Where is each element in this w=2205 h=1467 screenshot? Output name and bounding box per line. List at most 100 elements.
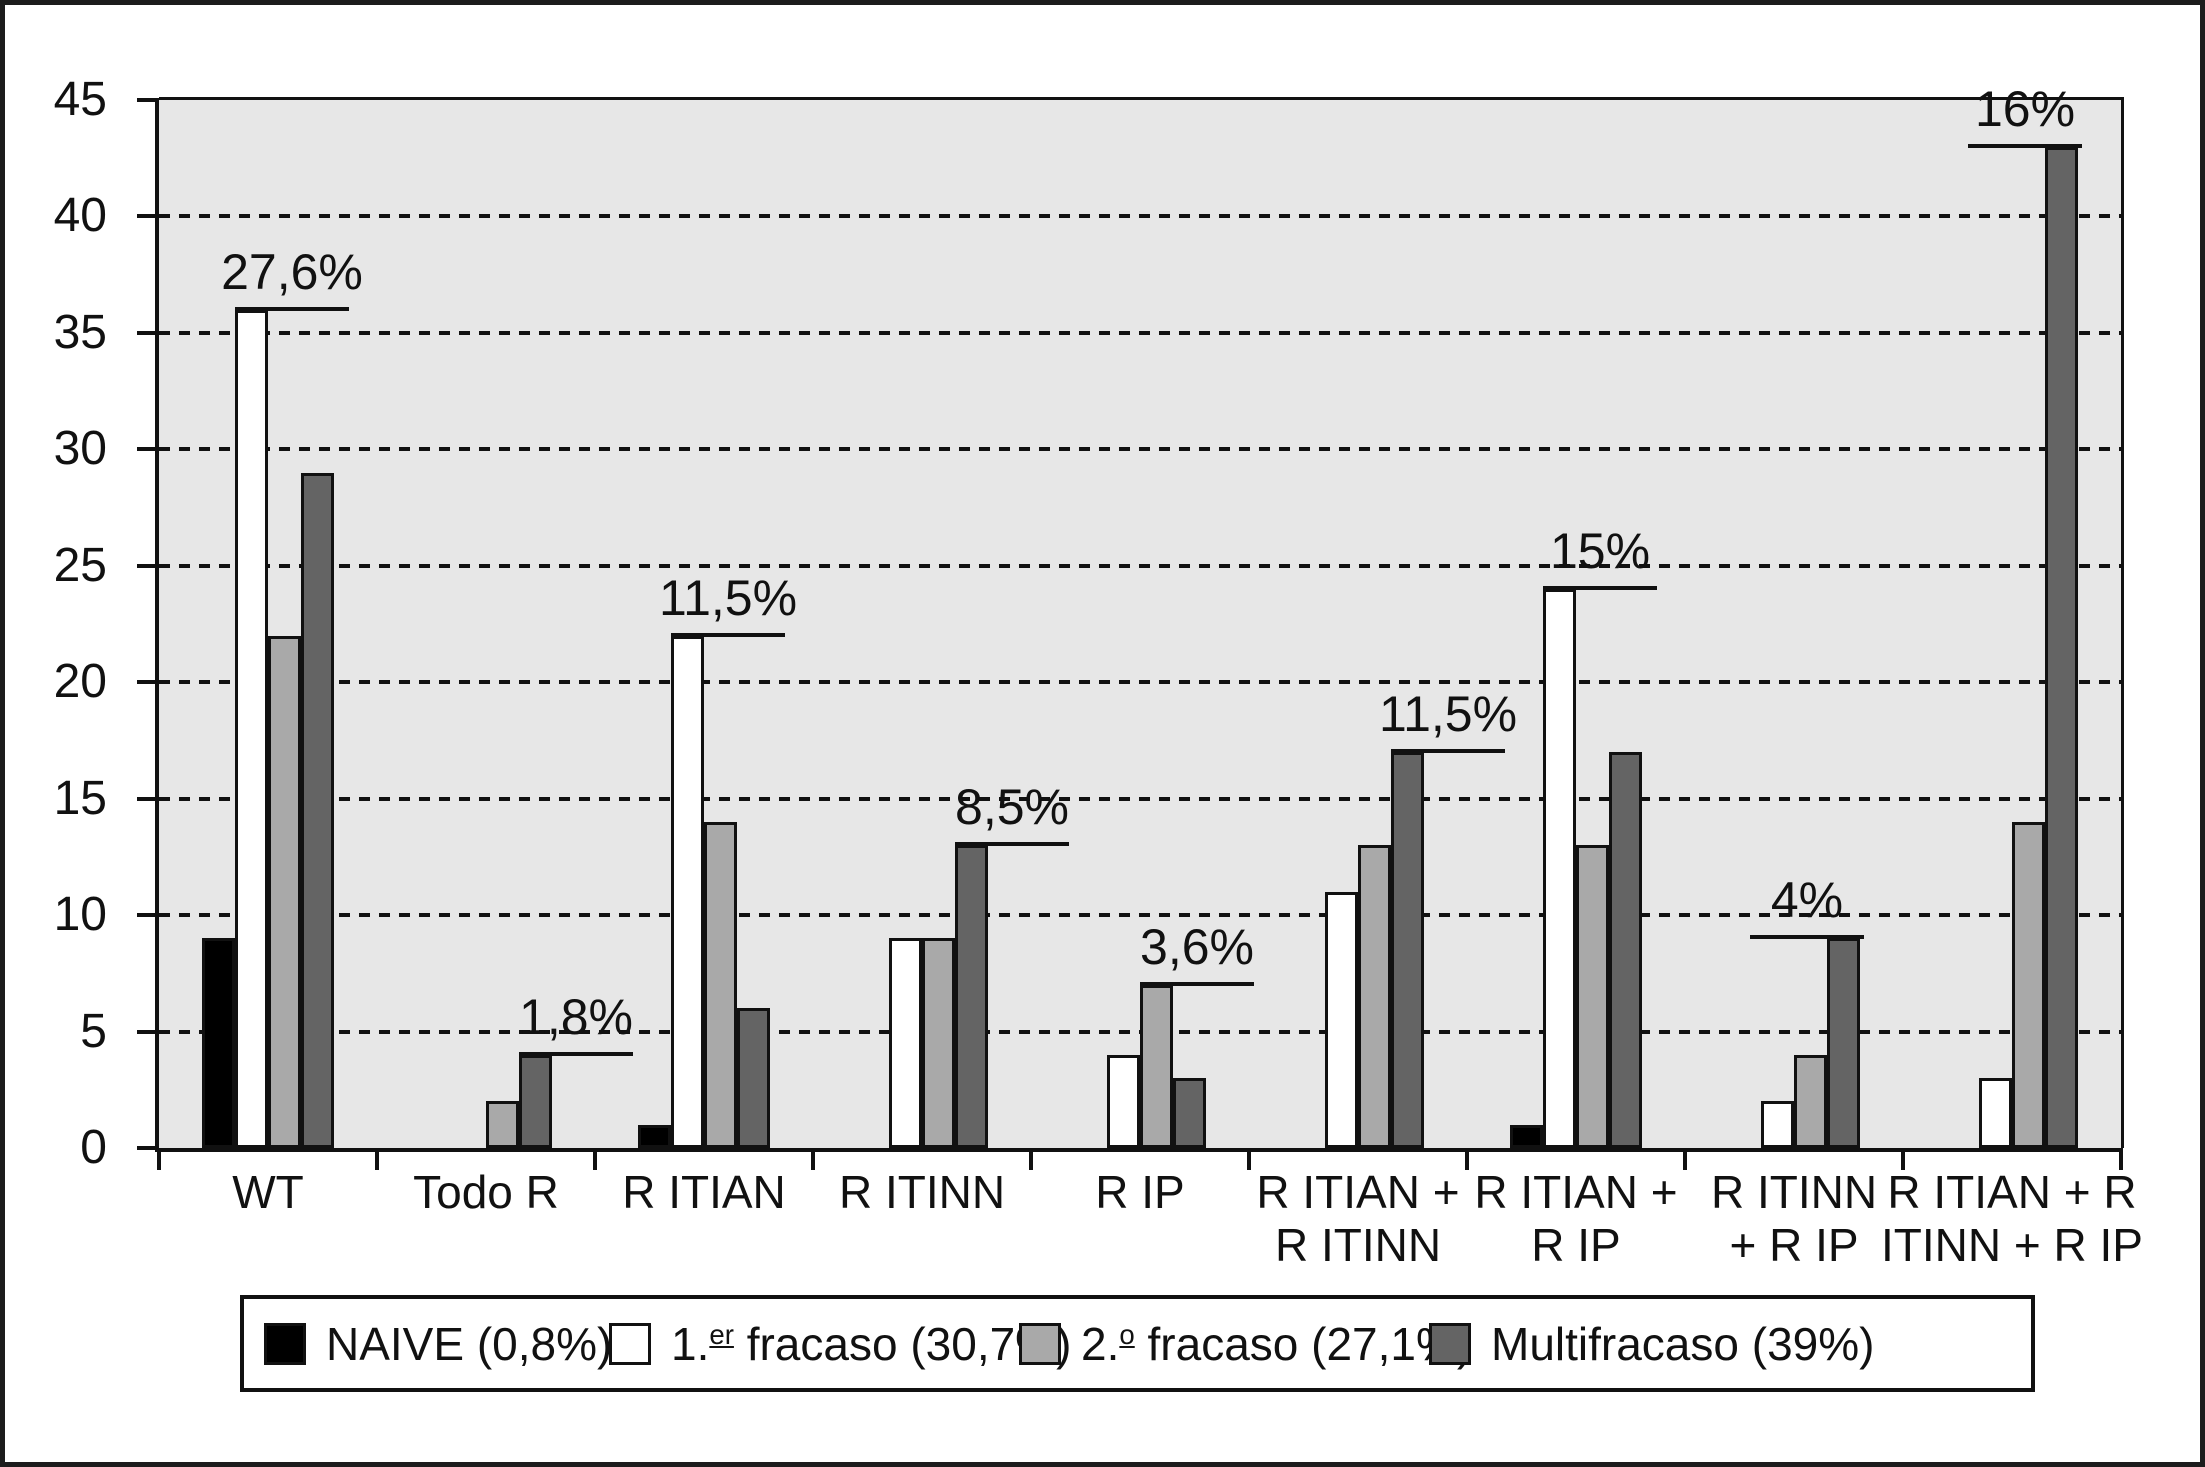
annotation-label: 11,5% (658, 569, 798, 626)
x-category-label: Todo R (326, 1166, 646, 1219)
legend-swatch-icon (1019, 1322, 1061, 1365)
bar-naive-0-8--2 (638, 1124, 671, 1148)
bar-1-er-fracaso-30-7--7 (1761, 1101, 1794, 1148)
bar-2-o-fracaso-27-1--4 (1140, 984, 1173, 1148)
ordinal-superscript: o (1119, 1319, 1135, 1351)
annotation-line (955, 842, 1069, 847)
bar-2-o-fracaso-27-1--2 (704, 821, 737, 1148)
annotation-line (1140, 981, 1254, 986)
annotation-label: 11,5% (1378, 686, 1518, 743)
x-category-line: R ITIAN (622, 1166, 786, 1218)
bar-multifracaso-39--6 (1609, 752, 1642, 1148)
x-category-line: + R IP (1729, 1219, 1859, 1271)
y-tick-label: 5 (80, 1004, 107, 1058)
x-category-label: R ITINN + R IP (1634, 1166, 1954, 1272)
y-tick (137, 563, 159, 568)
x-category-label: R ITIAN (544, 1166, 864, 1219)
x-category-line: R ITINN (1710, 1166, 1878, 1218)
annotation-line (1391, 749, 1505, 754)
y-tick (137, 214, 159, 219)
legend-item: 2.o fracaso (27,1%) (1019, 1299, 1472, 1388)
bar-multifracaso-39--3 (955, 845, 988, 1148)
bar-2-o-fracaso-27-1--1 (486, 1101, 519, 1148)
legend-swatch-icon (264, 1322, 306, 1365)
legend-item: NAIVE (0,8%) (264, 1299, 612, 1388)
x-tick (1247, 1148, 1251, 1170)
x-category-line: R IP (1095, 1166, 1185, 1218)
y-tick-label: 35 (53, 305, 107, 359)
x-category-line: R ITIAN + R (1887, 1166, 2137, 1218)
bar-2-o-fracaso-27-1--8 (2012, 821, 2045, 1148)
legend-label: NAIVE (0,8%) (326, 1317, 613, 1370)
y-tick (137, 913, 159, 918)
annotation-label: 8,5% (955, 779, 1069, 836)
legend-label: Multifracaso (39%) (1491, 1317, 1875, 1370)
bar-1-er-fracaso-30-7--3 (889, 938, 922, 1148)
y-tick (137, 1029, 159, 1034)
x-category-line: WT (232, 1166, 304, 1218)
annotation-label: 4% (1770, 872, 1844, 929)
gridline (159, 796, 2121, 801)
legend-label: 1.er fracaso (30,7%) (671, 1317, 1072, 1370)
x-category-line: Todo R (413, 1166, 559, 1218)
y-tick (137, 680, 159, 685)
annotation-label: 15% (1549, 523, 1651, 580)
gridline (159, 447, 2121, 452)
x-tick (1029, 1148, 1033, 1170)
x-tick (1683, 1148, 1687, 1170)
gridline (159, 330, 2121, 335)
y-tick-label: 45 (53, 73, 107, 126)
y-tick (137, 330, 159, 335)
x-tick (157, 1148, 161, 1170)
bar-multifracaso-39--7 (1827, 938, 1860, 1148)
x-category-line: R IP (1531, 1219, 1621, 1271)
bar-naive-0-8--0 (202, 938, 235, 1148)
x-category-line: R ITINN (838, 1166, 1006, 1218)
plot-area (159, 100, 2121, 1148)
y-tick-label: 10 (53, 888, 107, 942)
bar-1-er-fracaso-30-7--0 (235, 309, 268, 1148)
y-tick-label: 40 (53, 189, 107, 243)
x-category-label: R ITIAN + R ITINN + R IP (1852, 1166, 2172, 1272)
annotation-label: 27,6% (221, 243, 363, 300)
bar-multifracaso-39--5 (1391, 752, 1424, 1148)
y-tick (137, 796, 159, 801)
y-tick-label: 15 (53, 771, 107, 825)
bar-2-o-fracaso-27-1--0 (268, 635, 301, 1148)
bar-1-er-fracaso-30-7--8 (1979, 1078, 2012, 1148)
x-category-label: R ITIAN + R IP (1416, 1166, 1736, 1272)
y-tick-label: 20 (53, 655, 107, 709)
y-tick-label: 25 (53, 538, 107, 592)
y-tick-label: 30 (53, 422, 107, 476)
legend-label: 2.o fracaso (27,1%) (1081, 1317, 1473, 1370)
legend-item: 1.er fracaso (30,7%) (609, 1299, 1071, 1388)
bar-1-er-fracaso-30-7--5 (1325, 891, 1358, 1148)
bar-2-o-fracaso-27-1--6 (1576, 845, 1609, 1148)
x-category-label: R ITIAN + R ITINN (1198, 1166, 1518, 1272)
x-category-label: R IP (980, 1166, 1300, 1219)
bar-multifracaso-39--8 (2045, 146, 2078, 1148)
x-tick (811, 1148, 815, 1170)
plot-right-border (2121, 97, 2124, 1148)
x-tick (1901, 1148, 1905, 1170)
y-tick (137, 98, 159, 102)
x-category-line: R ITIAN + (1474, 1166, 1678, 1218)
gridline (159, 913, 2121, 918)
gridline (159, 563, 2121, 568)
y-tick (137, 447, 159, 452)
bar-multifracaso-39--0 (301, 472, 334, 1148)
annotation-line (1968, 143, 2082, 148)
bar-1-er-fracaso-30-7--6 (1543, 589, 1576, 1148)
y-axis-line (155, 100, 159, 1152)
bar-2-o-fracaso-27-1--5 (1358, 845, 1391, 1148)
y-tick (137, 1146, 159, 1150)
x-tick (593, 1148, 597, 1170)
bar-multifracaso-39--4 (1173, 1078, 1206, 1148)
plot-top-border (159, 97, 2124, 100)
annotation-label: 3,6% (1140, 918, 1254, 975)
x-tick (2119, 1148, 2123, 1170)
annotation-line (519, 1051, 633, 1056)
bar-1-er-fracaso-30-7--4 (1107, 1054, 1140, 1148)
bar-multifracaso-39--1 (519, 1054, 552, 1148)
x-category-label: R ITINN (762, 1166, 1082, 1219)
